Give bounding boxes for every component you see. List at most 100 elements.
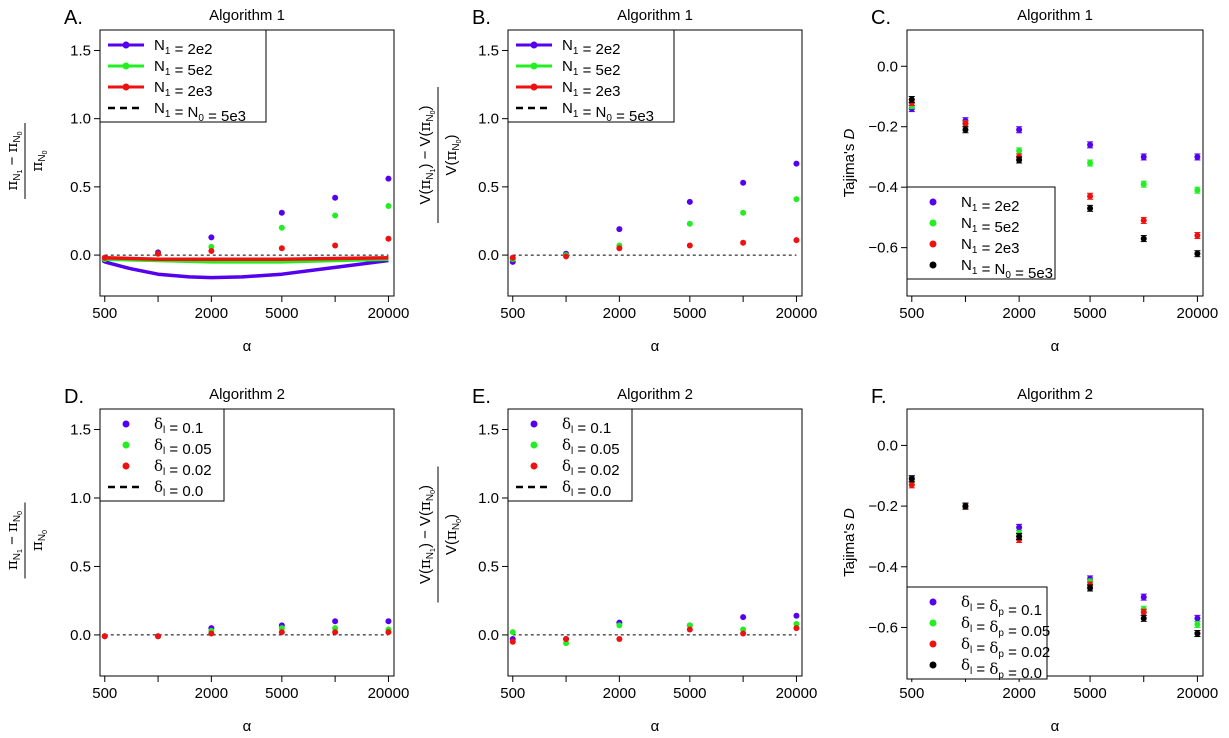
x-tick-label: 2000 <box>195 305 228 322</box>
data-point <box>1140 609 1147 616</box>
x-tick-label: 20000 <box>368 685 410 702</box>
data-point <box>793 625 800 632</box>
data-point <box>1194 250 1201 257</box>
x-axis-label: α <box>243 718 252 735</box>
data-point <box>278 625 285 632</box>
x-axis-label: α <box>1051 338 1060 355</box>
y-tick-label: −0.2 <box>868 498 898 515</box>
plot-frame <box>906 29 1204 297</box>
data-point <box>385 618 392 625</box>
data-point <box>278 224 285 231</box>
panel-d: D. Algorithm 2 500 2000 5000 20000 0.0 0.5 1.0 1.… <box>3 386 409 735</box>
data-point <box>740 239 747 246</box>
panel-letter: A. <box>64 7 83 29</box>
legend-key-point <box>929 198 937 206</box>
legend-key-point <box>929 240 937 248</box>
data-point <box>509 254 516 261</box>
y-tick-label: 0.0 <box>478 247 499 264</box>
legend-key-point <box>530 62 538 70</box>
theory-curve <box>104 258 389 280</box>
legend-key-point <box>530 83 538 91</box>
panel-letter: D. <box>64 386 84 408</box>
data-point <box>1140 153 1147 160</box>
legend-key-point <box>929 598 937 606</box>
y-axis-label: V(πN1) − V(πN0)V(πN0) <box>416 466 463 603</box>
data-point <box>332 242 339 249</box>
legend-key-point <box>530 462 538 470</box>
data-point <box>1140 217 1147 224</box>
data-point <box>1194 615 1201 622</box>
x-tick-label: 500 <box>500 685 525 702</box>
data-point <box>1140 615 1147 622</box>
legend-key-point <box>530 441 538 449</box>
data-point <box>1087 193 1094 200</box>
legend-box <box>507 408 633 502</box>
data-point <box>1140 594 1147 601</box>
y-tick-label: 1.0 <box>478 490 499 507</box>
y-tick-label: 1.0 <box>70 111 91 128</box>
panel-letter: B. <box>472 7 491 29</box>
y-axis-label: Tajima's D <box>841 128 858 197</box>
data-point <box>686 242 693 249</box>
ylabel-denominator: V(πN0) <box>442 135 463 176</box>
y-tick-label: −0.6 <box>868 240 898 257</box>
data-point <box>1194 621 1201 628</box>
legend-label: δl = 0.0 <box>154 478 203 500</box>
y-tick-label: 0.0 <box>70 247 91 264</box>
x-tick-label: 500 <box>92 305 117 322</box>
data-point <box>616 245 623 252</box>
data-point <box>793 237 800 244</box>
legend-key-point <box>122 420 130 428</box>
data-point <box>509 629 516 636</box>
y-axis-label: V(πN1) − V(πN0)V(πN0) <box>416 87 463 223</box>
data-point <box>332 212 339 219</box>
panel-a: A. Algorithm 1 500 2000 5000 20000 0.0 0.5 1.0 1.… <box>3 7 409 355</box>
data-point <box>278 245 285 252</box>
plot-frame <box>507 408 803 677</box>
x-tick-label: 20000 <box>1177 305 1219 322</box>
legend-key-point <box>122 441 130 449</box>
panel-letter: C. <box>871 7 891 29</box>
legend-box <box>99 408 225 502</box>
data-point <box>1016 533 1023 540</box>
legend-key-point <box>122 62 130 70</box>
chart-title: Algorithm 2 <box>209 386 285 403</box>
y-tick-label: 0.0 <box>877 437 898 454</box>
data-point <box>385 235 392 242</box>
x-tick-label: 5000 <box>1073 685 1106 702</box>
data-point <box>962 503 969 510</box>
x-tick-label: 5000 <box>265 305 298 322</box>
data-point <box>962 126 969 133</box>
data-point <box>155 633 162 640</box>
panel-letter: E. <box>472 386 491 408</box>
data-point <box>740 209 747 216</box>
data-point <box>332 194 339 201</box>
x-axis-label: α <box>651 338 660 355</box>
plot-frame <box>99 408 395 677</box>
data-point <box>208 234 215 241</box>
y-tick-label: 1.5 <box>478 42 499 59</box>
x-tick-label: 5000 <box>673 305 706 322</box>
x-tick-label: 500 <box>899 685 924 702</box>
data-point <box>1194 187 1201 194</box>
legend-label: δl = 0.02 <box>562 457 620 479</box>
legend-label: δl = 0.05 <box>562 436 620 458</box>
data-point <box>1194 630 1201 637</box>
data-point <box>1140 235 1147 242</box>
y-tick-label: −0.4 <box>868 559 898 576</box>
y-tick-label: 0.5 <box>478 558 499 575</box>
x-tick-label: 20000 <box>776 305 818 322</box>
data-point <box>1016 147 1023 154</box>
y-tick-label: −0.6 <box>868 619 898 636</box>
data-point <box>208 247 215 254</box>
ylabel-numerator: πN1 − πN0 <box>3 511 24 570</box>
x-tick-label: 500 <box>92 685 117 702</box>
ylabel-denominator: V(πN0) <box>442 514 463 555</box>
legend-key-point <box>929 640 937 648</box>
data-point <box>385 629 392 636</box>
data-point <box>278 209 285 216</box>
panel-f: F. Algorithm 2 500 2000 5000 20000 0.0 −0.2 −0.4… <box>841 386 1218 735</box>
data-point <box>332 629 339 636</box>
x-tick-label: 2000 <box>1002 305 1035 322</box>
